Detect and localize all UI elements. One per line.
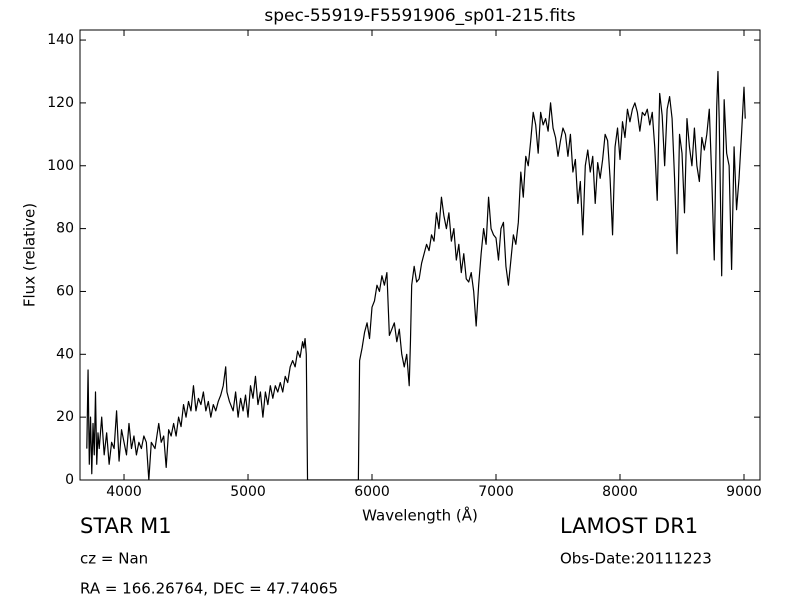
x-tick-label: 9000 — [726, 484, 762, 500]
x-tick-label: 7000 — [478, 484, 514, 500]
x-tick-label: 5000 — [230, 484, 266, 500]
y-tick-label: 140 — [47, 32, 74, 48]
plot-frame — [79, 29, 761, 481]
y-tick-label: 60 — [56, 283, 74, 299]
y-tick-label: 40 — [56, 346, 74, 362]
y-tick-label: 120 — [47, 95, 74, 111]
annotation: Obs-Date:20111223 — [560, 550, 712, 568]
x-tick-label: 6000 — [354, 484, 390, 500]
x-tick-label: 4000 — [106, 484, 142, 500]
y-tick-label: 80 — [56, 221, 74, 237]
y-tick-label: 0 — [65, 472, 74, 488]
y-tick-label: 100 — [47, 158, 74, 174]
x-tick-label: 8000 — [602, 484, 638, 500]
annotation: cz = Nan — [80, 550, 148, 568]
annotation: LAMOST DR1 — [560, 514, 698, 538]
y-tick-label: 20 — [56, 409, 74, 425]
annotation: RA = 166.26764, DEC = 47.74065 — [80, 580, 338, 598]
chart-title: spec-55919-F5591906_sp01-215.fits — [264, 6, 575, 26]
annotation: STAR M1 — [80, 514, 172, 538]
spectrum-line — [86, 70, 746, 480]
x-axis-label: Wavelength (Å) — [362, 506, 478, 525]
y-axis-label: Flux (relative) — [21, 203, 39, 307]
